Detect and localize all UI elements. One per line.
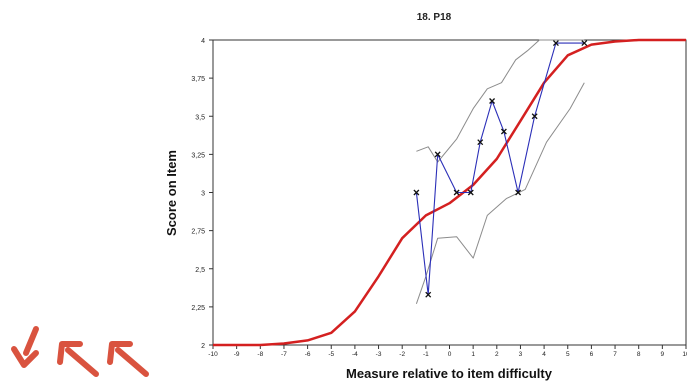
chart-title: 18. P18 [417, 12, 452, 23]
x-tick-label: 7 [613, 351, 617, 358]
x-tick-label: -6 [305, 351, 311, 358]
y-axis-ticks: 2 2,25 2,5 2,75 3 3,25 3,5 3,75 4 [191, 38, 213, 350]
x-tick-label: 1 [471, 351, 475, 358]
y-axis-label: Score on Item [164, 150, 179, 236]
x-tick-label: -2 [399, 351, 405, 358]
observed-point [425, 291, 432, 298]
y-tick-label: 3 [201, 191, 205, 198]
x-tick-label: -10 [208, 351, 218, 358]
x-tick-label: 0 [448, 351, 452, 358]
observed-point [477, 139, 484, 146]
x-tick-label: 5 [566, 351, 570, 358]
plot-frame [212, 39, 687, 346]
x-tick-label: 3 [519, 351, 523, 358]
lower-band-line [415, 82, 585, 304]
observed-point [515, 189, 522, 196]
x-tick-label: -3 [376, 351, 382, 358]
observed-point [531, 113, 538, 120]
y-tick-label: 4 [201, 38, 205, 45]
y-tick-label: 2,75 [191, 229, 205, 236]
x-axis-label: Measure relative to item difficulty [346, 366, 553, 381]
y-tick-label: 3,25 [191, 152, 205, 159]
observed-point [413, 189, 420, 196]
observed-point [500, 128, 507, 135]
arrow-up-left-icon [57, 341, 99, 377]
x-tick-label: -7 [281, 351, 287, 358]
x-tick-label: -1 [423, 351, 429, 358]
x-tick-label: 9 [661, 351, 665, 358]
observed-point [467, 189, 474, 196]
x-tick-label: 10 [682, 351, 687, 358]
y-tick-label: 2,25 [191, 305, 205, 312]
x-tick-label: 4 [542, 351, 546, 358]
series-layer [213, 38, 686, 347]
observed-line [415, 42, 585, 296]
x-tick-label: -5 [328, 351, 334, 358]
x-tick-label: -4 [352, 351, 358, 358]
arrow-down-left-icon [11, 326, 39, 368]
arrow-up-left-icon [107, 341, 149, 377]
x-axis-ticks: -10-9-8-7-6-5-4-3-2-1012345678910 [208, 345, 687, 358]
observed-point [552, 40, 559, 47]
x-tick-label: 2 [495, 351, 499, 358]
x-tick-label: 6 [590, 351, 594, 358]
x-tick-label: -8 [257, 351, 263, 358]
observed-point [434, 151, 441, 158]
observed-point [489, 98, 496, 104]
upper-band-line [416, 39, 585, 163]
y-tick-label: 3,5 [195, 114, 205, 121]
y-tick-label: 3,75 [191, 76, 205, 83]
observed-point [453, 189, 460, 196]
observed-point [581, 40, 588, 47]
y-tick-label: 2 [201, 343, 205, 350]
expected-curve-line [213, 38, 686, 347]
x-tick-label: 8 [637, 351, 641, 358]
x-tick-label: -9 [234, 351, 240, 358]
y-tick-label: 2,5 [195, 267, 205, 274]
